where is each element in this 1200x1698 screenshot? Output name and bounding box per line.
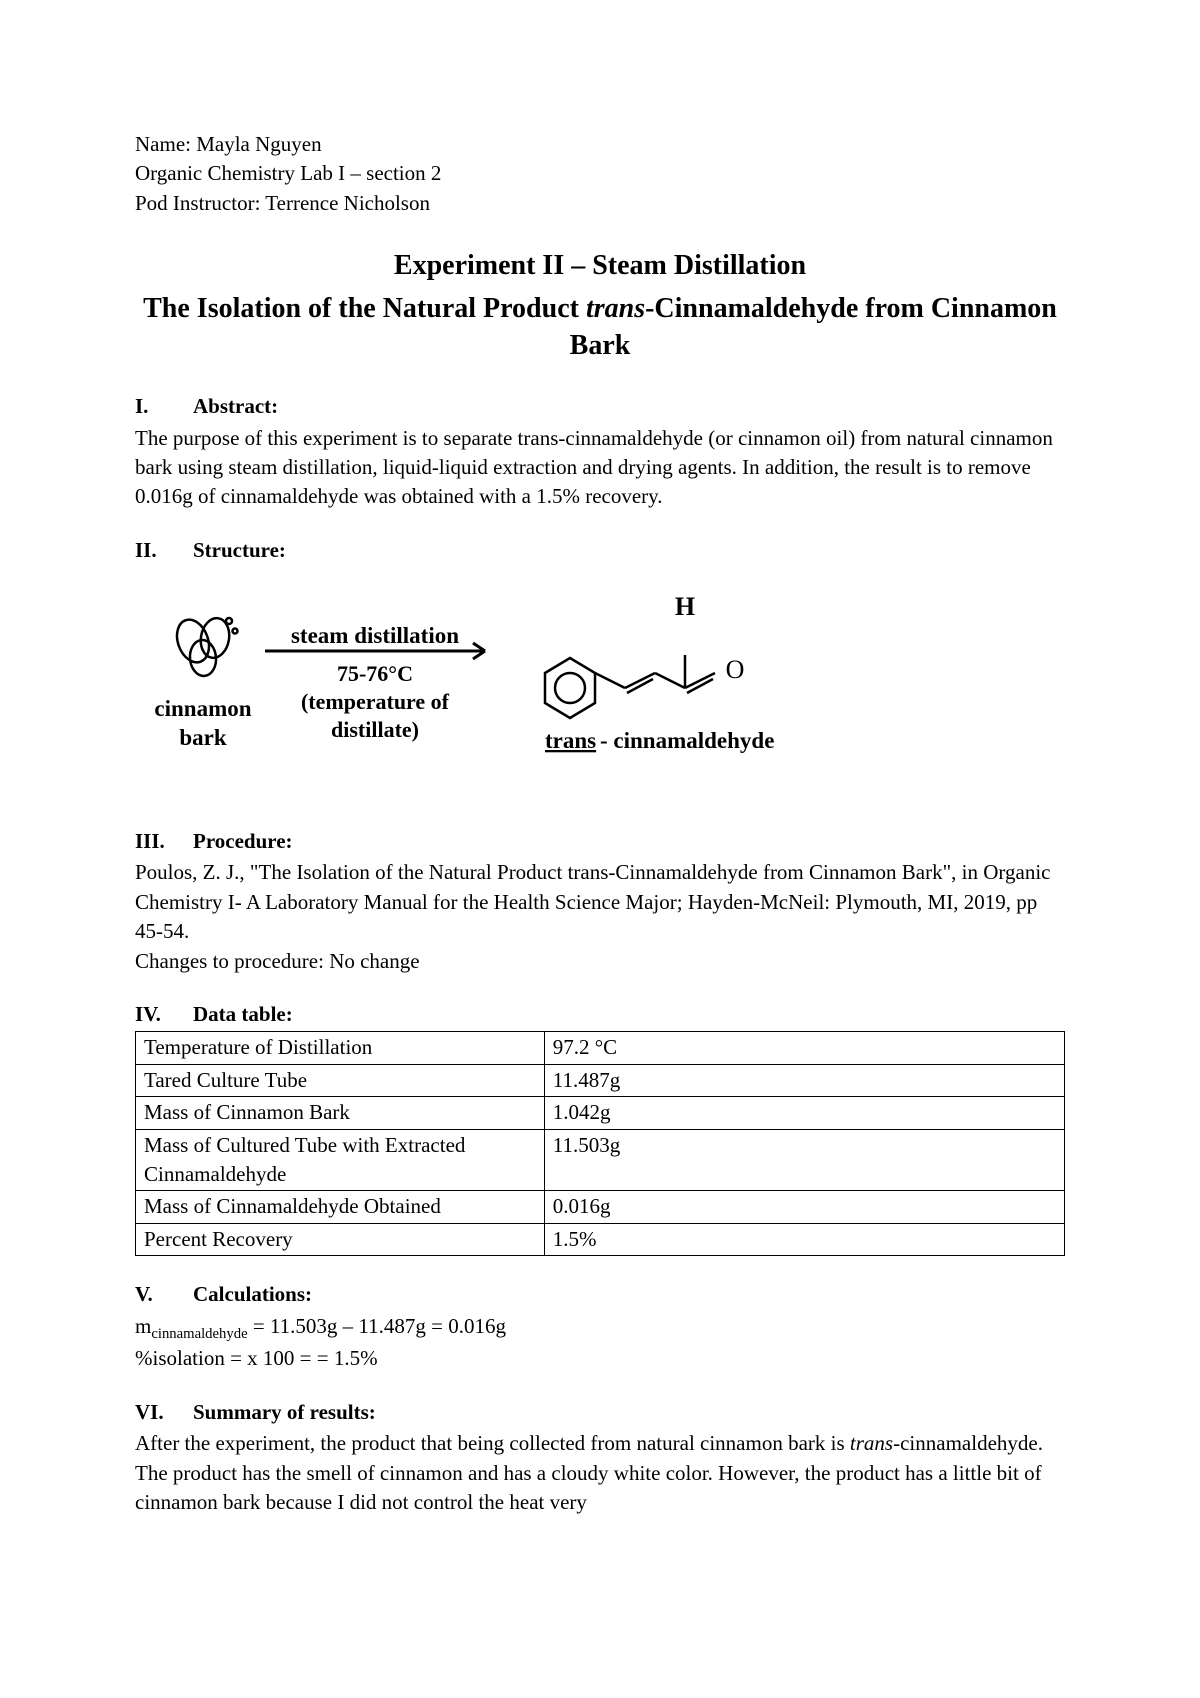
- procedure-heading-text: Procedure:: [193, 829, 293, 853]
- data-table-roman: IV.: [135, 1000, 193, 1029]
- section-structure: II.Structure: cinnamon bark steam distil…: [135, 536, 1065, 803]
- abstract-heading: I.Abstract:: [135, 392, 1065, 421]
- structure-diagram: cinnamon bark steam distillation 75-76°C…: [145, 583, 1065, 803]
- table-row: Mass of Cultured Tube with Extracted Cin…: [136, 1129, 1065, 1191]
- cinnamon-bark-icon: [171, 615, 237, 677]
- cinnamaldehyde-structure: [545, 655, 715, 718]
- section-data-table: IV.Data table: Temperature of Distillati…: [135, 1000, 1065, 1256]
- calc-post: = 11.503g – 11.487g = 0.016g: [248, 1314, 506, 1338]
- header-info: Name: Mayla Nguyen Organic Chemistry Lab…: [135, 130, 1065, 218]
- subtitle-pre: The Isolation of the Natural Product: [143, 293, 586, 324]
- table-cell: Mass of Cinnamaldehyde Obtained: [136, 1191, 545, 1223]
- table-cell: 97.2 °C: [544, 1032, 1064, 1064]
- table-cell: 11.503g: [544, 1129, 1064, 1191]
- table-row: Mass of Cinnamaldehyde Obtained 0.016g: [136, 1191, 1065, 1223]
- table-row: Percent Recovery 1.5%: [136, 1223, 1065, 1255]
- procedure-roman: III.: [135, 827, 193, 856]
- section-procedure: III.Procedure: Poulos, Z. J., "The Isola…: [135, 827, 1065, 976]
- section-abstract: I.Abstract: The purpose of this experime…: [135, 392, 1065, 512]
- summary-roman: VI.: [135, 1398, 193, 1427]
- abstract-heading-text: Abstract:: [193, 394, 278, 418]
- structure-heading-text: Structure:: [193, 538, 286, 562]
- arrow-mid-label: 75-76°C: [337, 661, 413, 686]
- summary-pre: After the experiment, the product that b…: [135, 1431, 850, 1455]
- course-line: Organic Chemistry Lab I – section 2: [135, 159, 1065, 188]
- reaction-arrow: steam distillation 75-76°C (temperature …: [265, 623, 485, 742]
- procedure-heading: III.Procedure:: [135, 827, 1065, 856]
- summary-heading-text: Summary of results:: [193, 1400, 376, 1424]
- table-cell: Mass of Cinnamon Bark: [136, 1097, 545, 1129]
- table-cell: Percent Recovery: [136, 1223, 545, 1255]
- calculations-heading-text: Calculations:: [193, 1282, 312, 1306]
- table-cell: 11.487g: [544, 1064, 1064, 1096]
- data-table: Temperature of Distillation 97.2 °C Tare…: [135, 1031, 1065, 1256]
- reaction-diagram-svg: cinnamon bark steam distillation 75-76°C…: [145, 583, 865, 803]
- table-cell: Tared Culture Tube: [136, 1064, 545, 1096]
- table-row: Temperature of Distillation 97.2 °C: [136, 1032, 1065, 1064]
- o-label: O: [726, 655, 745, 684]
- document-title-line2: The Isolation of the Natural Product tra…: [135, 291, 1065, 364]
- data-table-heading: IV.Data table:: [135, 1000, 1065, 1029]
- product-prefix: trans: [545, 728, 596, 753]
- calc-line-1: mcinnamaldehyde = 11.503g – 11.487g = 0.…: [135, 1312, 1065, 1345]
- procedure-body: Poulos, Z. J., "The Isolation of the Nat…: [135, 858, 1065, 946]
- document-title-line1: Experiment II – Steam Distillation: [135, 246, 1065, 285]
- section-calculations: V.Calculations: mcinnamaldehyde = 11.503…: [135, 1280, 1065, 1374]
- table-row: Mass of Cinnamon Bark 1.042g: [136, 1097, 1065, 1129]
- table-cell: 1.5%: [544, 1223, 1064, 1255]
- calc-sub: cinnamaldehyde: [151, 1326, 247, 1342]
- summary-heading: VI.Summary of results:: [135, 1398, 1065, 1427]
- summary-italic: trans: [850, 1431, 893, 1455]
- table-cell: 1.042g: [544, 1097, 1064, 1129]
- arrow-top-label: steam distillation: [291, 623, 459, 648]
- table-row: Tared Culture Tube 11.487g: [136, 1064, 1065, 1096]
- table-cell: 0.016g: [544, 1191, 1064, 1223]
- summary-body: After the experiment, the product that b…: [135, 1429, 1065, 1517]
- table-cell: Mass of Cultured Tube with Extracted Cin…: [136, 1129, 545, 1191]
- cinnamon-label-2: bark: [179, 725, 227, 750]
- cinnamon-label-1: cinnamon: [154, 696, 251, 721]
- procedure-changes: Changes to procedure: No change: [135, 947, 1065, 976]
- arrow-bottom-label-1: (temperature of: [301, 689, 450, 714]
- calculations-heading: V.Calculations:: [135, 1280, 1065, 1309]
- h-label: H: [675, 592, 695, 621]
- arrow-bottom-label-2: distillate): [331, 717, 419, 742]
- abstract-roman: I.: [135, 392, 193, 421]
- calculations-roman: V.: [135, 1280, 193, 1309]
- subtitle-italic: trans: [586, 293, 645, 324]
- structure-roman: II.: [135, 536, 193, 565]
- abstract-body: The purpose of this experiment is to sep…: [135, 424, 1065, 512]
- instructor-line: Pod Instructor: Terrence Nicholson: [135, 189, 1065, 218]
- section-summary: VI.Summary of results: After the experim…: [135, 1398, 1065, 1518]
- name-line: Name: Mayla Nguyen: [135, 130, 1065, 159]
- calc-pre: m: [135, 1314, 151, 1338]
- product-suffix: - cinnamaldehyde: [600, 728, 774, 753]
- structure-heading: II.Structure:: [135, 536, 1065, 565]
- data-table-heading-text: Data table:: [193, 1002, 293, 1026]
- table-cell: Temperature of Distillation: [136, 1032, 545, 1064]
- calc-line-2: %isolation = x 100 = = 1.5%: [135, 1344, 1065, 1373]
